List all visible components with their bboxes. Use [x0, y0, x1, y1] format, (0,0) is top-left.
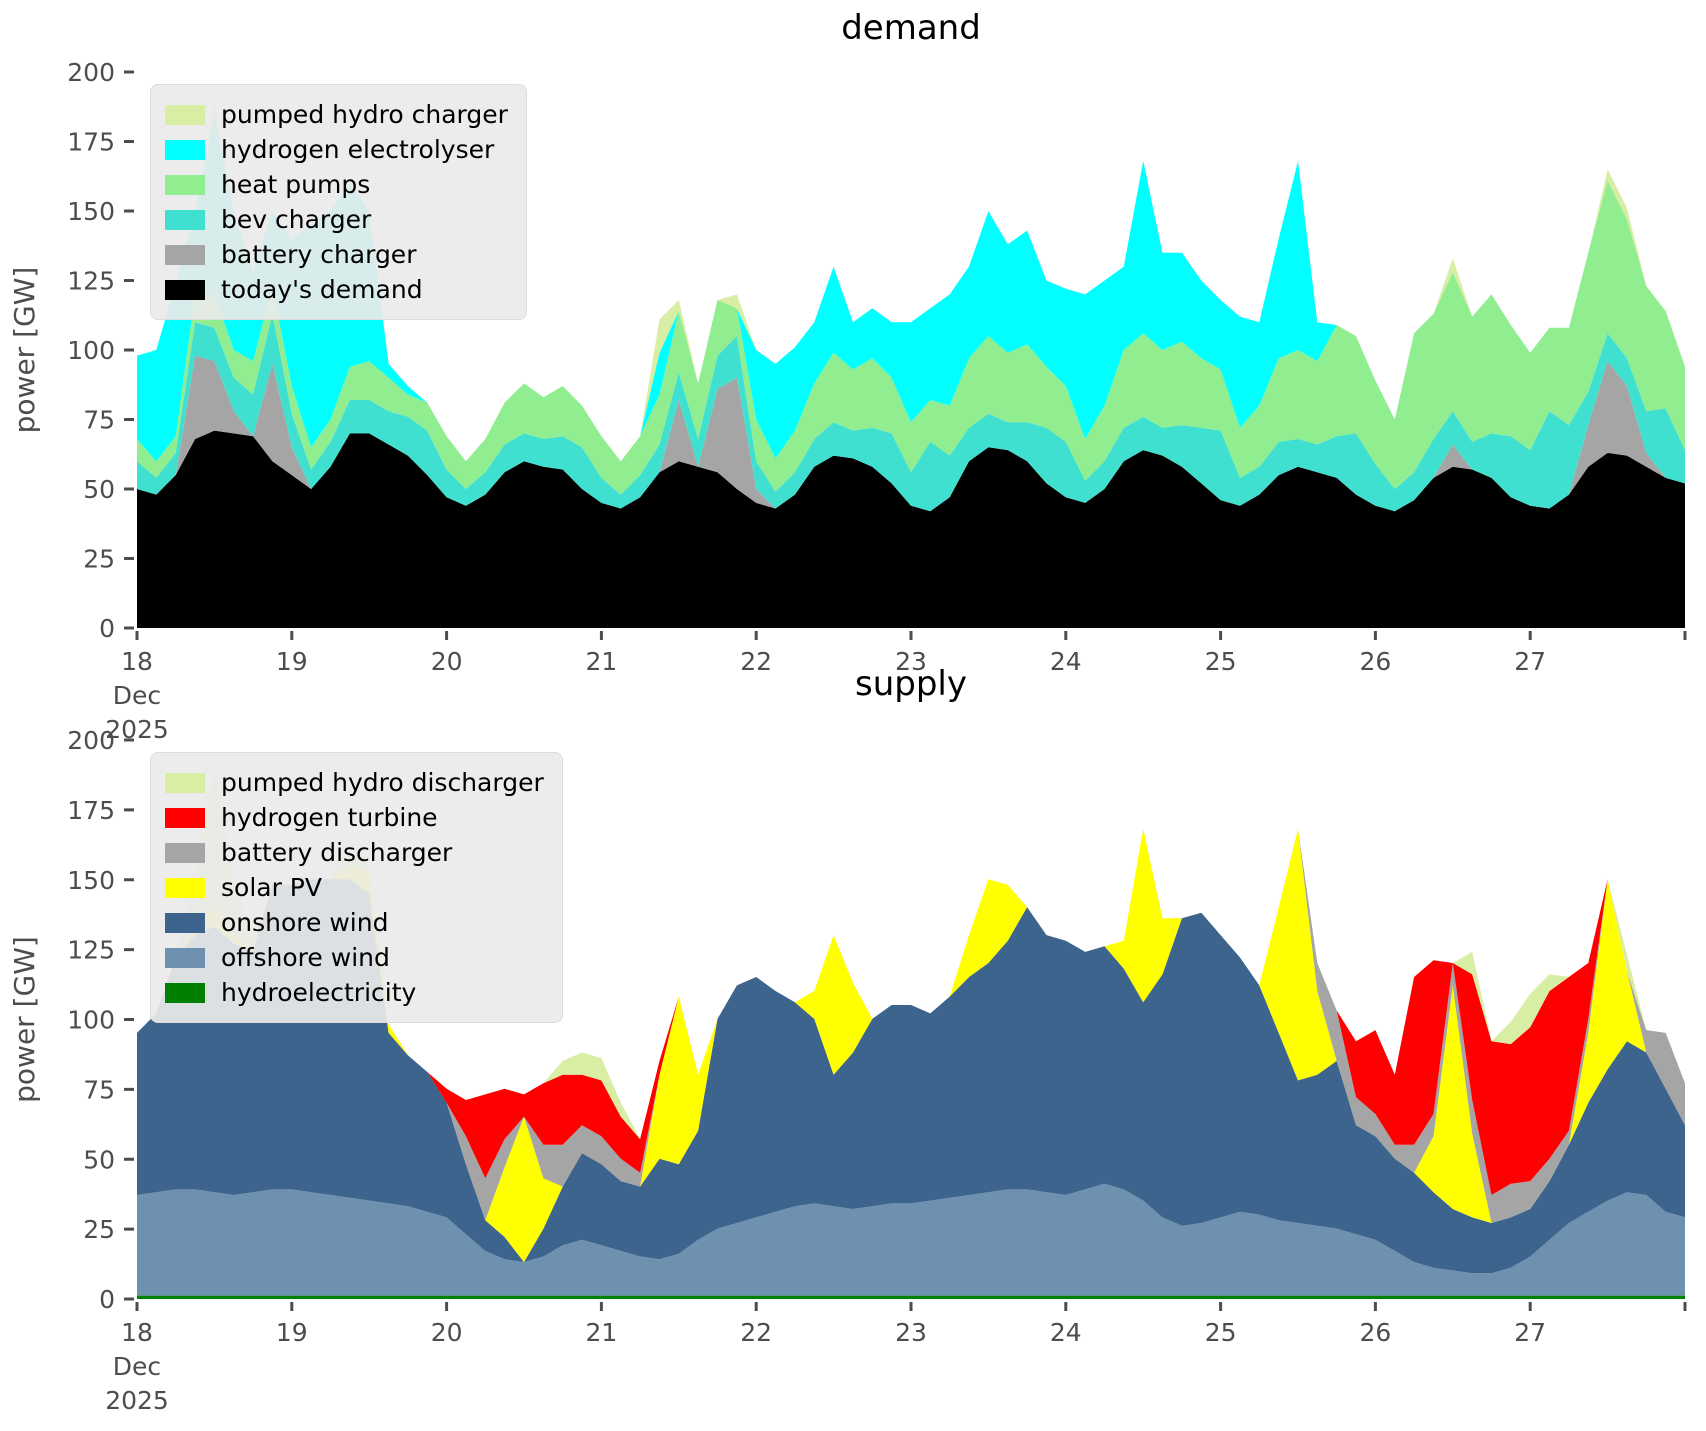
- area-supply-onshore-wind: [137, 879, 1685, 1274]
- y-tick-label-demand: 0: [99, 614, 115, 643]
- area-supply-hydrogen-turbine: [137, 828, 1685, 1195]
- legend-item-offshore-wind: offshore wind: [165, 940, 544, 975]
- y-tick-label-demand: 200: [67, 58, 115, 87]
- area-demand-heat-pumps: [137, 180, 1685, 495]
- y-tick-label-supply: 75: [83, 1075, 115, 1104]
- y-tick-label-supply: 25: [83, 1215, 115, 1244]
- legend-swatch-icon: [165, 842, 205, 863]
- legend-label: pumped hydro discharger: [221, 768, 544, 797]
- x-year-label-supply: 2025: [105, 1386, 169, 1415]
- legend-label: heat pumps: [221, 170, 371, 199]
- legend-label: pumped hydro charger: [221, 100, 508, 129]
- legend-item-battery-discharger: battery discharger: [165, 835, 544, 870]
- y-tick-label-demand: 100: [67, 336, 115, 365]
- x-tick-label-demand: 20: [431, 647, 463, 676]
- legend-label: onshore wind: [221, 908, 389, 937]
- y-tick-label-demand: 25: [83, 545, 115, 574]
- legend-item-heat-pumps: heat pumps: [165, 167, 508, 202]
- legend-item-battery-charger: battery charger: [165, 237, 508, 272]
- legend-label: today's demand: [221, 275, 423, 304]
- x-tick-label-supply: 21: [585, 1318, 617, 1347]
- x-tick-label-demand: 18: [121, 647, 153, 676]
- legend-item-solar-PV: solar PV: [165, 870, 544, 905]
- legend-swatch-icon: [165, 279, 205, 300]
- supply-legend: pumped hydro discharger hydrogen turbine b…: [150, 752, 563, 1023]
- legend-label: battery charger: [221, 240, 417, 269]
- legend-item-hydrogen-turbine: hydrogen turbine: [165, 800, 544, 835]
- x-tick-label-supply: 24: [1050, 1318, 1082, 1347]
- y-tick-label-supply: 50: [83, 1145, 115, 1174]
- y-tick-label-supply: 200: [67, 726, 115, 755]
- x-tick-label-supply: 25: [1205, 1318, 1237, 1347]
- x-tick-label-demand: 24: [1050, 647, 1082, 676]
- area-demand-bev-charger: [137, 313, 1685, 512]
- legend-item-bev-charger: bev charger: [165, 202, 508, 237]
- y-tick-label-supply: 100: [67, 1006, 115, 1035]
- demand-chart-title: demand: [841, 8, 981, 48]
- y-tick-label-supply: 150: [67, 866, 115, 895]
- legend-swatch-icon: [165, 772, 205, 793]
- legend-swatch-icon: [165, 209, 205, 230]
- area-demand-hydrogen-electrolyser: [137, 113, 1685, 462]
- x-tick-label-supply: 23: [895, 1318, 927, 1347]
- y-axis-label-supply: power [GW]: [8, 936, 41, 1103]
- y-tick-label-demand: 75: [83, 406, 115, 435]
- legend-label: bev charger: [221, 205, 372, 234]
- x-tick-label-demand: 22: [740, 647, 772, 676]
- y-tick-label-supply: 175: [67, 796, 115, 825]
- legend-label: hydrogen electrolyser: [221, 135, 495, 164]
- legend-item-hydrogen-electrolyser: hydrogen electrolyser: [165, 132, 508, 167]
- legend-item-pumped-hydro-charger: pumped hydro charger: [165, 97, 508, 132]
- y-tick-label-supply: 125: [67, 936, 115, 965]
- y-tick-label-demand: 175: [67, 128, 115, 157]
- supply-chart-title: supply: [855, 664, 967, 704]
- legend-item-onshore-wind: onshore wind: [165, 905, 544, 940]
- x-tick-label-supply: 26: [1359, 1318, 1391, 1347]
- area-supply-hydroelectricity: [137, 1295, 1685, 1299]
- x-tick-label-supply: 27: [1514, 1318, 1546, 1347]
- legend-label: battery discharger: [221, 838, 453, 867]
- legend-item-hydroelectricity: hydroelectricity: [165, 975, 544, 1010]
- demand-legend: pumped hydro charger hydrogen electrolyse…: [150, 84, 527, 320]
- legend-swatch-icon: [165, 174, 205, 195]
- legend-swatch-icon: [165, 139, 205, 160]
- x-tick-label-demand: 19: [276, 647, 308, 676]
- x-tick-label-demand: 21: [585, 647, 617, 676]
- legend-item-pumped-hydro-discharger: pumped hydro discharger: [165, 765, 544, 800]
- x-year-label-demand: 2025: [105, 715, 169, 744]
- legend-swatch-icon: [165, 104, 205, 125]
- x-tick-label-demand: 26: [1359, 647, 1391, 676]
- y-axis-label-demand: power [GW]: [8, 267, 41, 434]
- area-demand-today-s-demand: [137, 430, 1685, 628]
- area-supply-solar-PV: [137, 828, 1685, 1263]
- y-tick-label-demand: 125: [67, 267, 115, 296]
- legend-swatch-icon: [165, 877, 205, 898]
- legend-label: hydrogen turbine: [221, 803, 438, 832]
- legend-item-today-s-demand: today's demand: [165, 272, 508, 307]
- x-month-label-demand: Dec: [113, 681, 161, 710]
- area-supply-offshore-wind: [137, 1183, 1685, 1296]
- legend-swatch-icon: [165, 244, 205, 265]
- y-tick-label-demand: 150: [67, 197, 115, 226]
- legend-swatch-icon: [165, 947, 205, 968]
- area-supply-battery-discharger: [137, 828, 1685, 1223]
- x-tick-label-supply: 20: [431, 1318, 463, 1347]
- x-tick-label-supply: 22: [740, 1318, 772, 1347]
- x-tick-label-supply: 18: [121, 1318, 153, 1347]
- legend-label: solar PV: [221, 873, 322, 902]
- legend-label: offshore wind: [221, 943, 390, 972]
- legend-label: hydroelectricity: [221, 978, 417, 1007]
- y-tick-label-supply: 0: [99, 1285, 115, 1314]
- y-tick-label-demand: 50: [83, 475, 115, 504]
- legend-swatch-icon: [165, 912, 205, 933]
- x-tick-label-demand: 27: [1514, 647, 1546, 676]
- x-tick-label-supply: 19: [276, 1318, 308, 1347]
- legend-swatch-icon: [165, 807, 205, 828]
- legend-swatch-icon: [165, 982, 205, 1003]
- x-tick-label-demand: 23: [895, 647, 927, 676]
- x-month-label-supply: Dec: [113, 1352, 161, 1381]
- x-tick-label-demand: 25: [1205, 647, 1237, 676]
